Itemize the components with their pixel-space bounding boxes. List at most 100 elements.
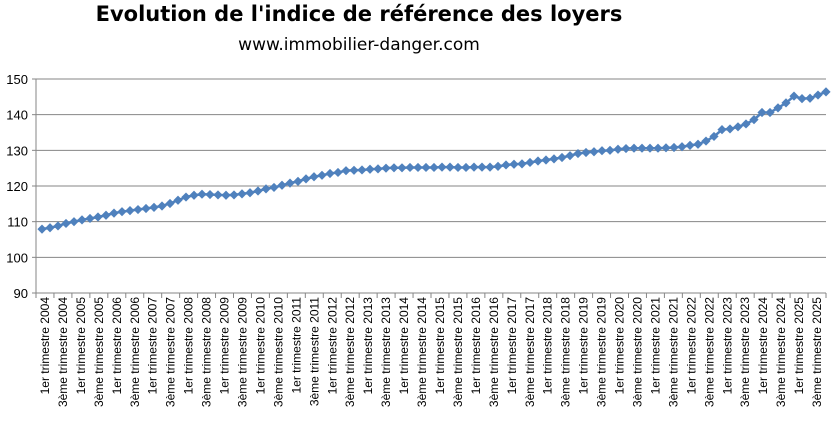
x-tick-label: 1er trimestre 2012 [325, 297, 339, 395]
series-line [41, 90, 827, 231]
x-tick-label: 3ème trimestre 2008 [200, 297, 214, 407]
x-tick-label: 1er trimestre 2017 [505, 297, 519, 395]
y-tick-label-90: 90 [14, 286, 28, 301]
data-point [557, 152, 567, 163]
y-tick-labels: 90 100 110 120 130 140 150 [6, 72, 28, 301]
data-point [205, 189, 215, 200]
data-point [429, 162, 439, 173]
data-point [333, 167, 343, 178]
data-point [61, 218, 71, 229]
y-tick-label-130: 130 [6, 143, 28, 158]
data-point [165, 198, 175, 209]
data-point [469, 162, 479, 172]
data-point [189, 190, 199, 200]
x-tick-label: 3ème trimestre 2009 [235, 297, 249, 407]
data-point [261, 184, 271, 194]
data-point [621, 143, 631, 154]
x-tick-label: 1er trimestre 2007 [146, 297, 160, 395]
data-point [477, 162, 487, 172]
data-point [541, 155, 551, 165]
data-point [133, 204, 143, 215]
data-point [741, 119, 751, 129]
x-tick-label: 1er trimestre 2016 [469, 297, 483, 395]
x-tick-label: 1er trimestre 2024 [756, 297, 770, 395]
data-point [597, 146, 607, 156]
x-tick-label: 1er trimestre 2006 [110, 297, 124, 395]
x-tick-label: 1er trimestre 2022 [684, 297, 698, 395]
x-tick-label: 3ème trimestre 2006 [128, 297, 142, 407]
x-tick-label: 3ème trimestre 2014 [415, 297, 429, 407]
x-tick-label: 1er trimestre 2010 [253, 297, 267, 395]
data-point [797, 94, 807, 104]
data-point [149, 202, 159, 212]
x-tick-label: 3ème trimestre 2011 [307, 297, 321, 406]
data-point [525, 157, 535, 168]
x-tick-label: 1er trimestre 2004 [38, 297, 52, 395]
data-point [677, 142, 687, 152]
data-point [493, 161, 503, 171]
x-tick-label: 3ème trimestre 2019 [595, 297, 609, 407]
y-tick-label-110: 110 [7, 215, 28, 230]
x-tick-label: 3ème trimestre 2010 [271, 297, 285, 407]
data-point [357, 165, 367, 175]
data-point [69, 217, 79, 227]
data-point [821, 87, 831, 97]
data-point [397, 163, 407, 173]
y-tick-label-100: 100 [6, 250, 28, 265]
data-point [53, 221, 63, 231]
x-tick-label: 3ème trimestre 2023 [738, 297, 752, 407]
x-tick-label: 1er trimestre 2015 [433, 297, 447, 395]
data-point [381, 163, 391, 173]
x-tick-label: 1er trimestre 2005 [74, 297, 88, 395]
x-tick-label: 1er trimestre 2021 [648, 297, 662, 395]
data-point [77, 215, 87, 225]
data-point [765, 107, 775, 118]
data-point [293, 176, 303, 186]
data-point [773, 103, 783, 113]
data-point [717, 125, 727, 135]
data-point [157, 201, 167, 211]
data-point [613, 144, 623, 154]
data-point [437, 162, 447, 172]
data-point [549, 154, 559, 164]
x-tick-label: 1er trimestre 2023 [720, 297, 734, 395]
data-point [373, 164, 383, 174]
x-tick-label: 3ème trimestre 2005 [92, 297, 106, 407]
data-point [701, 136, 711, 146]
data-point [485, 162, 495, 172]
data-point [517, 159, 527, 169]
data-point [581, 147, 591, 158]
x-tick-label: 1er trimestre 2019 [577, 297, 591, 395]
data-point [341, 166, 351, 176]
data-point [245, 188, 255, 198]
data-point [93, 212, 103, 222]
data-point [405, 162, 415, 173]
data-point [637, 143, 647, 153]
data-point [349, 165, 359, 175]
data-point [221, 190, 231, 200]
x-tick-label: 1er trimestre 2018 [541, 297, 555, 395]
data-point [37, 224, 47, 234]
data-point [453, 162, 463, 173]
data-point [565, 151, 575, 161]
x-tick-label: 1er trimestre 2025 [792, 297, 806, 395]
data-point [421, 162, 431, 173]
data-point [661, 143, 671, 153]
x-tick-label: 3ème trimestre 2012 [343, 297, 357, 407]
data-point [461, 162, 471, 173]
data-point [117, 207, 127, 217]
data-point [685, 140, 695, 150]
data-point [605, 145, 615, 155]
data-point [533, 156, 543, 166]
data-point [389, 163, 399, 173]
data-point [733, 122, 743, 132]
x-tick-label: 1er trimestre 2013 [361, 297, 375, 395]
x-tick-label: 3ème trimestre 2015 [451, 297, 465, 407]
data-point [173, 195, 183, 205]
x-tick-label: 3ème trimestre 2024 [774, 297, 788, 407]
gridlines [32, 78, 826, 294]
data-point [213, 190, 223, 200]
data-point [789, 91, 799, 101]
data-point [589, 147, 599, 157]
